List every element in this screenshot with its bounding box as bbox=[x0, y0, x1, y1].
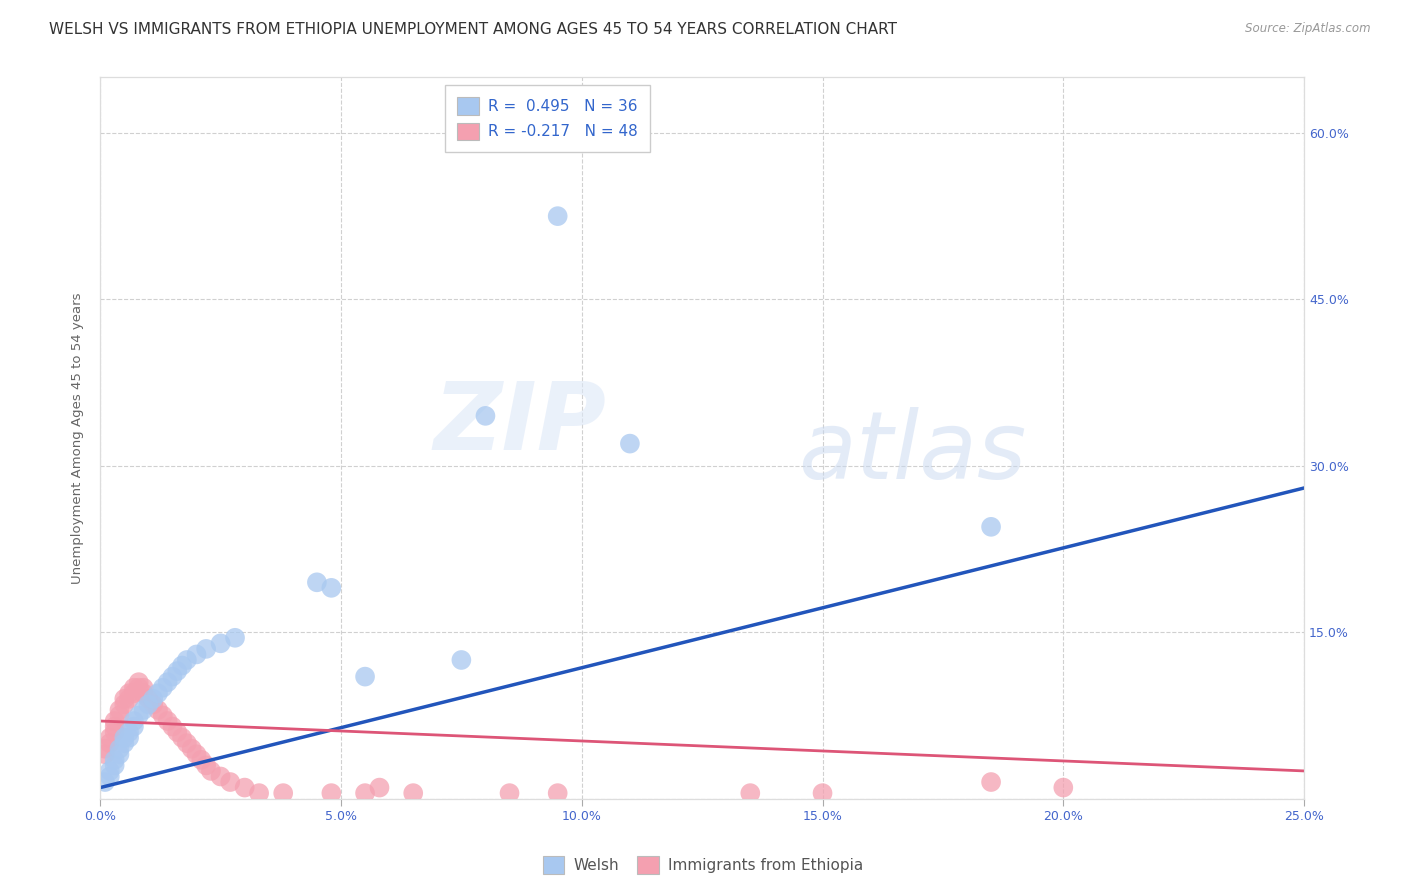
Point bbox=[108, 708, 131, 723]
Point bbox=[474, 409, 496, 423]
Y-axis label: Unemployment Among Ages 45 to 54 years: Unemployment Among Ages 45 to 54 years bbox=[72, 293, 84, 583]
Point bbox=[94, 747, 117, 762]
Point bbox=[271, 786, 294, 800]
Point bbox=[94, 741, 117, 756]
Point bbox=[321, 786, 343, 800]
Point bbox=[811, 786, 834, 800]
Point bbox=[619, 436, 641, 450]
Point bbox=[108, 747, 131, 762]
Point bbox=[122, 681, 145, 695]
Point bbox=[104, 758, 127, 772]
Point bbox=[156, 714, 179, 728]
Point bbox=[98, 764, 121, 778]
Point bbox=[162, 670, 184, 684]
Point bbox=[368, 780, 391, 795]
Point bbox=[195, 641, 218, 656]
Point bbox=[190, 753, 212, 767]
Point bbox=[98, 731, 121, 745]
Point bbox=[118, 686, 141, 700]
Text: ZIP: ZIP bbox=[433, 377, 606, 469]
Point bbox=[233, 780, 256, 795]
Point bbox=[122, 686, 145, 700]
Point bbox=[104, 714, 127, 728]
Point bbox=[305, 575, 328, 590]
Point bbox=[122, 720, 145, 734]
Legend: Welsh, Immigrants from Ethiopia: Welsh, Immigrants from Ethiopia bbox=[537, 850, 869, 880]
Point bbox=[112, 698, 135, 712]
Point bbox=[156, 675, 179, 690]
Point bbox=[138, 691, 160, 706]
Point bbox=[980, 520, 1002, 534]
Point bbox=[146, 703, 169, 717]
Point bbox=[132, 703, 155, 717]
Point bbox=[1052, 780, 1074, 795]
Point bbox=[104, 753, 127, 767]
Point bbox=[104, 725, 127, 739]
Point bbox=[321, 581, 343, 595]
Point bbox=[112, 691, 135, 706]
Point bbox=[176, 736, 198, 750]
Point bbox=[146, 686, 169, 700]
Text: WELSH VS IMMIGRANTS FROM ETHIOPIA UNEMPLOYMENT AMONG AGES 45 TO 54 YEARS CORRELA: WELSH VS IMMIGRANTS FROM ETHIOPIA UNEMPL… bbox=[49, 22, 897, 37]
Point bbox=[128, 681, 150, 695]
Point bbox=[108, 703, 131, 717]
Point bbox=[152, 708, 174, 723]
Point bbox=[186, 747, 208, 762]
Point bbox=[118, 725, 141, 739]
Point bbox=[98, 769, 121, 783]
Point bbox=[740, 786, 762, 800]
Point bbox=[142, 698, 165, 712]
Point bbox=[170, 658, 193, 673]
Point bbox=[118, 691, 141, 706]
Point bbox=[547, 209, 569, 223]
Point bbox=[247, 786, 270, 800]
Point bbox=[200, 764, 222, 778]
Point bbox=[547, 786, 569, 800]
Point bbox=[354, 670, 377, 684]
Point bbox=[209, 769, 232, 783]
Point bbox=[450, 653, 472, 667]
Point bbox=[112, 736, 135, 750]
Point bbox=[112, 731, 135, 745]
Point bbox=[166, 725, 188, 739]
Point bbox=[128, 708, 150, 723]
Text: Source: ZipAtlas.com: Source: ZipAtlas.com bbox=[1246, 22, 1371, 36]
Point bbox=[152, 681, 174, 695]
Point bbox=[142, 691, 165, 706]
Point bbox=[176, 653, 198, 667]
Point bbox=[166, 664, 188, 678]
Point bbox=[180, 741, 202, 756]
Point bbox=[118, 731, 141, 745]
Point bbox=[138, 698, 160, 712]
Point bbox=[94, 775, 117, 789]
Point bbox=[402, 786, 425, 800]
Point bbox=[132, 681, 155, 695]
Point bbox=[209, 636, 232, 650]
Point bbox=[980, 775, 1002, 789]
Point bbox=[354, 786, 377, 800]
Point bbox=[108, 741, 131, 756]
Point bbox=[162, 720, 184, 734]
Point bbox=[128, 675, 150, 690]
Point bbox=[195, 758, 218, 772]
Point bbox=[498, 786, 520, 800]
Legend: R =  0.495   N = 36, R = -0.217   N = 48: R = 0.495 N = 36, R = -0.217 N = 48 bbox=[444, 85, 650, 153]
Point bbox=[132, 686, 155, 700]
Point bbox=[186, 648, 208, 662]
Text: atlas: atlas bbox=[799, 407, 1026, 498]
Point bbox=[170, 731, 193, 745]
Point bbox=[219, 775, 242, 789]
Point bbox=[122, 714, 145, 728]
Point bbox=[104, 720, 127, 734]
Point bbox=[224, 631, 246, 645]
Point bbox=[98, 736, 121, 750]
